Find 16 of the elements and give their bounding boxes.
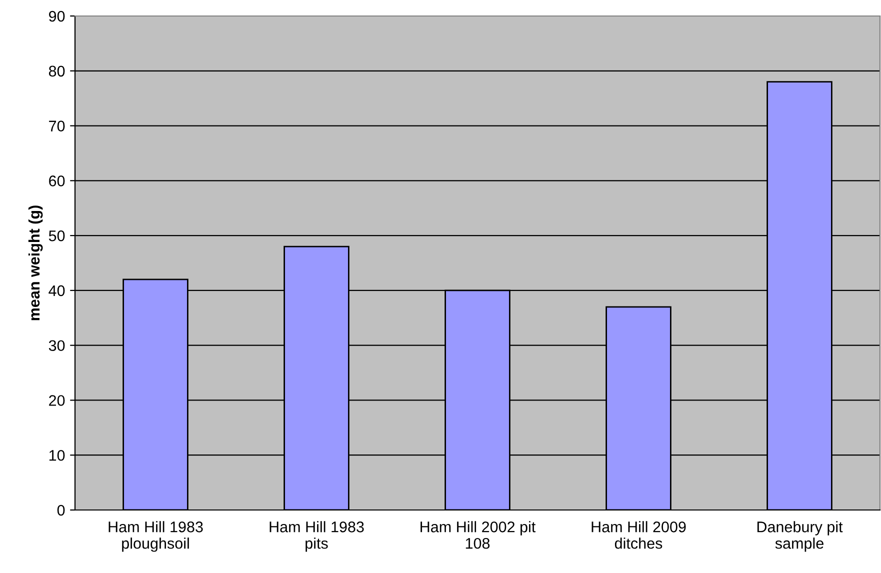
x-tick-label: Ham Hill 1983 pits (270, 521, 364, 552)
y-tick-label: 0 (57, 504, 65, 516)
y-tick-label: 50 (48, 230, 65, 242)
x-tick-label: Ham Hill 2009 ditches (592, 521, 686, 549)
y-tick-label: 80 (48, 66, 65, 77)
y-tick-label: 60 (49, 176, 65, 186)
x-tick-label: Ham Hill 1983 ploughsoil (108, 521, 203, 552)
y-tick-label: 40 (48, 285, 65, 296)
x-tick-label: Ham Hill 2002 pit 108 (420, 521, 536, 549)
y-tick-label: 90 (49, 10, 65, 22)
y-tick-label: 70 (49, 120, 65, 132)
y-tick-label: 20 (49, 395, 65, 406)
x-tick-label: Danebury pit sample (757, 521, 843, 552)
y-tick-label: 30 (48, 340, 65, 352)
y-tick-label: 10 (49, 450, 65, 461)
y-axis-title: mean weight (g) (28, 206, 43, 320)
